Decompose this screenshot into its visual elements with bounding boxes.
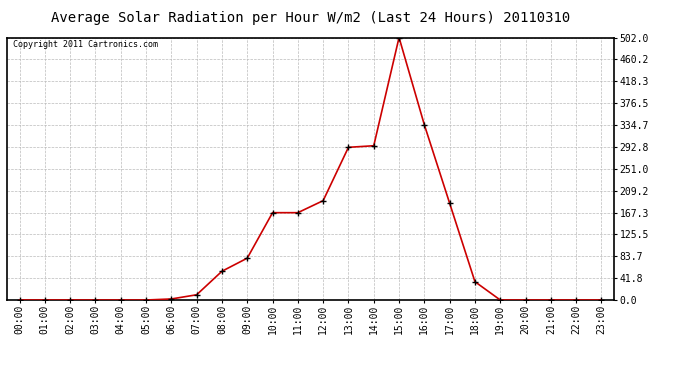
- Text: Average Solar Radiation per Hour W/m2 (Last 24 Hours) 20110310: Average Solar Radiation per Hour W/m2 (L…: [51, 11, 570, 25]
- Text: Copyright 2011 Cartronics.com: Copyright 2011 Cartronics.com: [13, 40, 158, 49]
